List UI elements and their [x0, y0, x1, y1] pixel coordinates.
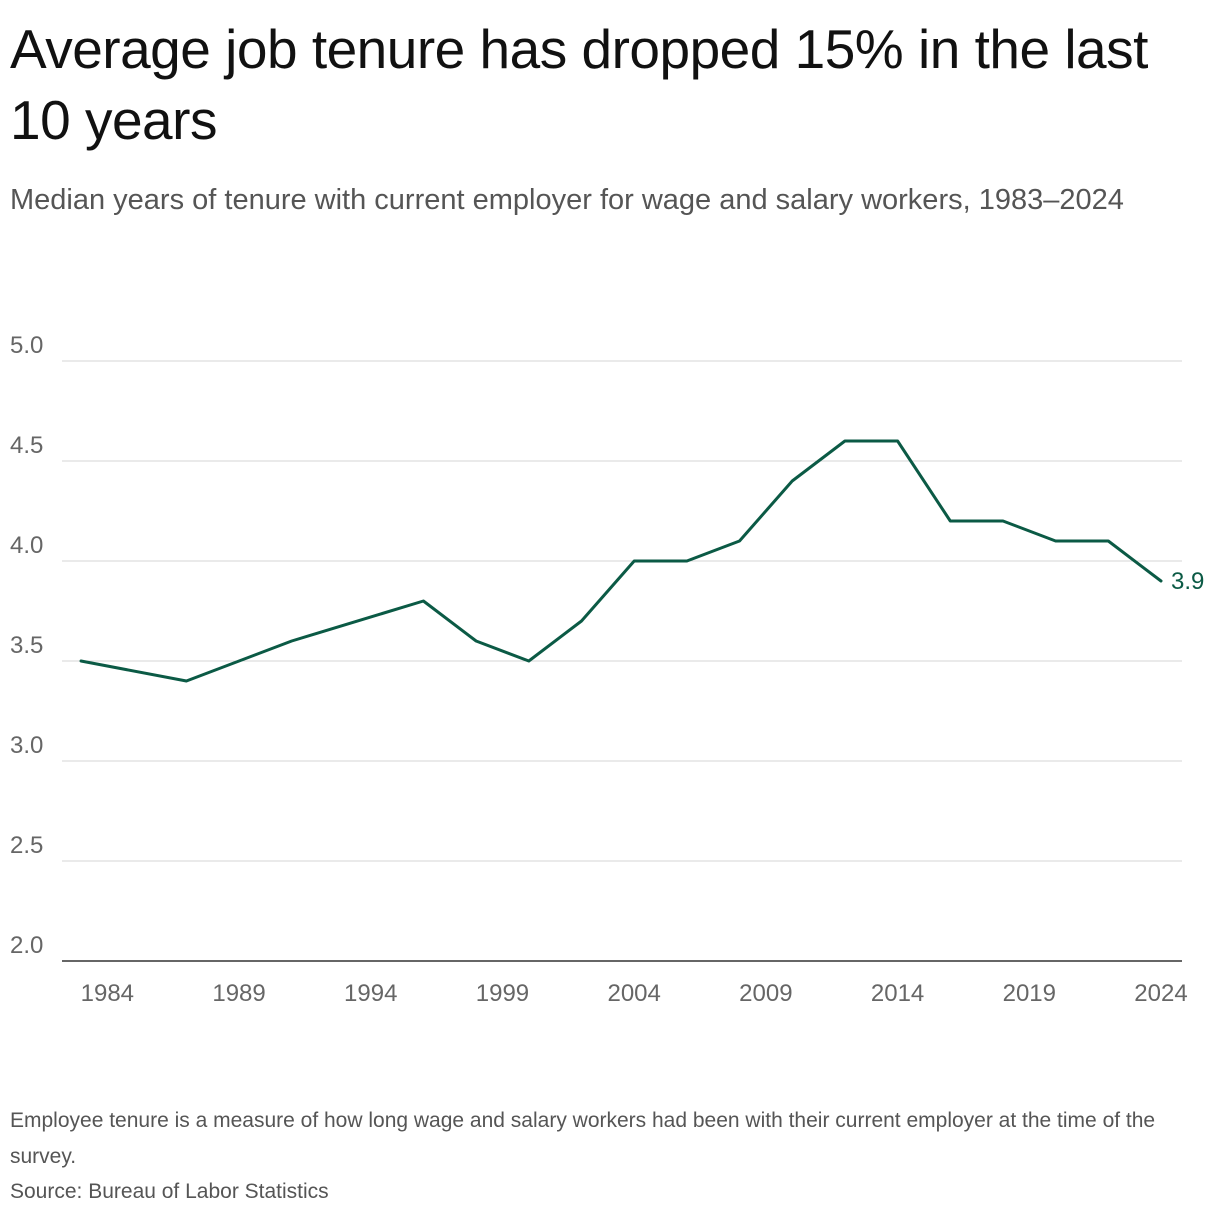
gridlines — [62, 360, 1182, 962]
x-axis-ticks: 1984 1989 1994 1999 2004 2009 2014 2019 2024 — [81, 980, 1188, 1007]
end-value-label: 3.9 — [1171, 568, 1204, 595]
x-tick-label: 1994 — [344, 980, 397, 1007]
line-chart: 2.0 2.5 3.0 3.5 4.0 4.5 5.0 1984 1989 1994 1999 20… — [10, 332, 1204, 1007]
y-tick-label: 2.5 — [10, 832, 43, 859]
y-tick-label: 3.0 — [10, 732, 43, 759]
x-tick-label: 1999 — [476, 980, 529, 1007]
y-axis-ticks: 2.0 2.5 3.0 3.5 4.0 4.5 5.0 — [10, 332, 43, 959]
x-tick-label: 1989 — [212, 980, 265, 1007]
x-tick-label: 1984 — [81, 980, 134, 1007]
series — [79, 439, 1163, 683]
chart-title: Average job tenure has dropped 15% in th… — [10, 18, 1148, 151]
x-tick-label: 2024 — [1134, 980, 1187, 1007]
x-tick-label: 2009 — [739, 980, 792, 1007]
y-tick-label: 2.0 — [10, 932, 43, 959]
chart-subtitle: Median years of tenure with current empl… — [10, 184, 1124, 216]
x-tick-label: 2014 — [871, 980, 924, 1007]
y-tick-label: 4.5 — [10, 432, 43, 459]
y-tick-label: 4.0 — [10, 532, 43, 559]
x-tick-label: 2019 — [1003, 980, 1056, 1007]
series-line — [79, 439, 1163, 683]
x-tick-label: 2004 — [607, 980, 660, 1007]
chart-source: Source: Bureau of Labor Statistics — [10, 1180, 329, 1203]
data-labels: 3.9 — [1171, 568, 1204, 595]
y-tick-label: 3.5 — [10, 632, 43, 659]
chart-note: Employee tenure is a measure of how long… — [10, 1109, 1156, 1168]
y-tick-label: 5.0 — [10, 332, 43, 359]
